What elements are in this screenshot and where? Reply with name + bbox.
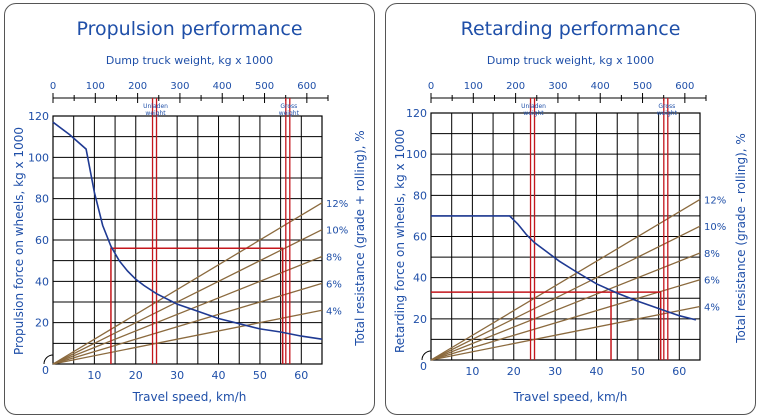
x2-tick-label: 400 bbox=[213, 81, 232, 92]
y-tick-label: 120 bbox=[28, 110, 49, 123]
resistance-label: 8% bbox=[326, 253, 342, 264]
example-reading-path bbox=[110, 247, 284, 364]
plot-frame bbox=[52, 115, 323, 365]
performance-curve bbox=[52, 121, 323, 340]
y-tick-label: 0 bbox=[42, 364, 49, 377]
origin-arc bbox=[421, 350, 432, 361]
x-tick-label: 50 bbox=[631, 365, 645, 378]
weight-marker-label: Gross bbox=[280, 103, 297, 110]
weight-marker-label: Unladen bbox=[521, 103, 546, 110]
x2-tick-label: 300 bbox=[170, 81, 189, 92]
resistance-line bbox=[52, 309, 323, 365]
x-tick-label: 30 bbox=[170, 369, 184, 382]
x-tick-label: 40 bbox=[212, 369, 226, 382]
x2-tick-label: 500 bbox=[633, 81, 652, 92]
resistance-line bbox=[52, 202, 323, 365]
y-tick-label: 40 bbox=[413, 272, 427, 285]
origin-arc bbox=[43, 354, 54, 365]
resistance-label: 4% bbox=[326, 306, 342, 317]
y-tick-label: 100 bbox=[406, 148, 427, 161]
retarding-panel: Retarding performance Dump truck weight,… bbox=[385, 3, 756, 415]
x2-tick-label: 500 bbox=[255, 81, 274, 92]
x-tick-label: 50 bbox=[253, 369, 267, 382]
performance-curve bbox=[431, 215, 697, 321]
resistance-label: 6% bbox=[326, 279, 342, 290]
x-tick-label: 20 bbox=[129, 369, 143, 382]
weight-marker-label: weight bbox=[279, 110, 300, 117]
y-tick-label: 80 bbox=[35, 193, 49, 206]
y-tick-label: 60 bbox=[413, 231, 427, 244]
x-tick-label: 10 bbox=[465, 365, 479, 378]
propulsion-panel: Propulsion performance Dump truck weight… bbox=[4, 3, 375, 415]
x2-tick-label: 600 bbox=[297, 81, 316, 92]
resistance-label: 10% bbox=[326, 226, 348, 237]
weight-marker-label: weight bbox=[145, 110, 166, 117]
resistance-line bbox=[52, 229, 323, 365]
x2-tick-label: 100 bbox=[86, 81, 105, 92]
x-tick-label: 10 bbox=[87, 369, 101, 382]
x-tick-label: 60 bbox=[294, 369, 308, 382]
retarding-chart: 0 100 200 300 400 500 60012%10%8%6%4%Unladenwe… bbox=[406, 81, 726, 378]
resistance-label: 10% bbox=[704, 222, 726, 233]
resistance-label: 12% bbox=[326, 199, 348, 210]
resistance-line bbox=[430, 305, 701, 361]
chart-title: Propulsion performance bbox=[76, 18, 303, 40]
x2-tick-label: 600 bbox=[675, 81, 694, 92]
resistance-label: 4% bbox=[704, 302, 720, 313]
plot-frame bbox=[430, 112, 701, 361]
weight-marker-label: Gross bbox=[658, 103, 675, 110]
example-reading-path bbox=[431, 291, 662, 360]
x-tick-label: 30 bbox=[548, 365, 562, 378]
x-axis-label: Travel speed, km/h bbox=[513, 390, 628, 404]
resistance-line bbox=[430, 279, 701, 361]
x-tick-label: 40 bbox=[590, 365, 604, 378]
weight-marker-label: weight bbox=[523, 110, 544, 117]
x2-axis-label: Dump truck weight, kg x 1000 bbox=[486, 54, 655, 67]
y-tick-label: 20 bbox=[35, 317, 49, 330]
x2-tick-label: 0 bbox=[50, 81, 56, 92]
y-tick-label: 0 bbox=[420, 360, 427, 373]
propulsion-chart: 0 100 200 300 400 500 60012%10%8%6%4%Unladenwe… bbox=[28, 81, 348, 382]
resistance-line bbox=[430, 198, 701, 361]
weight-marker-label: Unladen bbox=[143, 103, 168, 110]
weight-marker-label: weight bbox=[657, 110, 678, 117]
resistance-line bbox=[430, 252, 701, 361]
x2-axis-label: Dump truck weight, kg x 1000 bbox=[105, 54, 274, 67]
x2-tick-label: 300 bbox=[548, 81, 567, 92]
x2-tick-label: 0 bbox=[428, 81, 434, 92]
y-tick-label: 60 bbox=[35, 234, 49, 247]
y-tick-label: 20 bbox=[413, 313, 427, 326]
y-tick-label: 40 bbox=[35, 275, 49, 288]
y-tick-label: 100 bbox=[28, 151, 49, 164]
resistance-label: 6% bbox=[704, 276, 720, 287]
resistance-line bbox=[52, 255, 323, 365]
x-axis-label: Travel speed, km/h bbox=[132, 390, 247, 404]
x2-tick-label: 200 bbox=[506, 81, 525, 92]
x2-tick-label: 100 bbox=[464, 81, 483, 92]
x-tick-label: 20 bbox=[507, 365, 521, 378]
x2-tick-label: 400 bbox=[591, 81, 610, 92]
x2-tick-label: 200 bbox=[128, 81, 147, 92]
chart-title: Retarding performance bbox=[460, 18, 681, 40]
x-tick-label: 60 bbox=[672, 365, 686, 378]
resistance-label: 12% bbox=[704, 195, 726, 206]
resistance-line bbox=[52, 282, 323, 365]
y-tick-label: 80 bbox=[413, 189, 427, 202]
y-tick-label: 120 bbox=[406, 107, 427, 120]
resistance-line bbox=[430, 225, 701, 361]
resistance-label: 8% bbox=[704, 249, 720, 260]
